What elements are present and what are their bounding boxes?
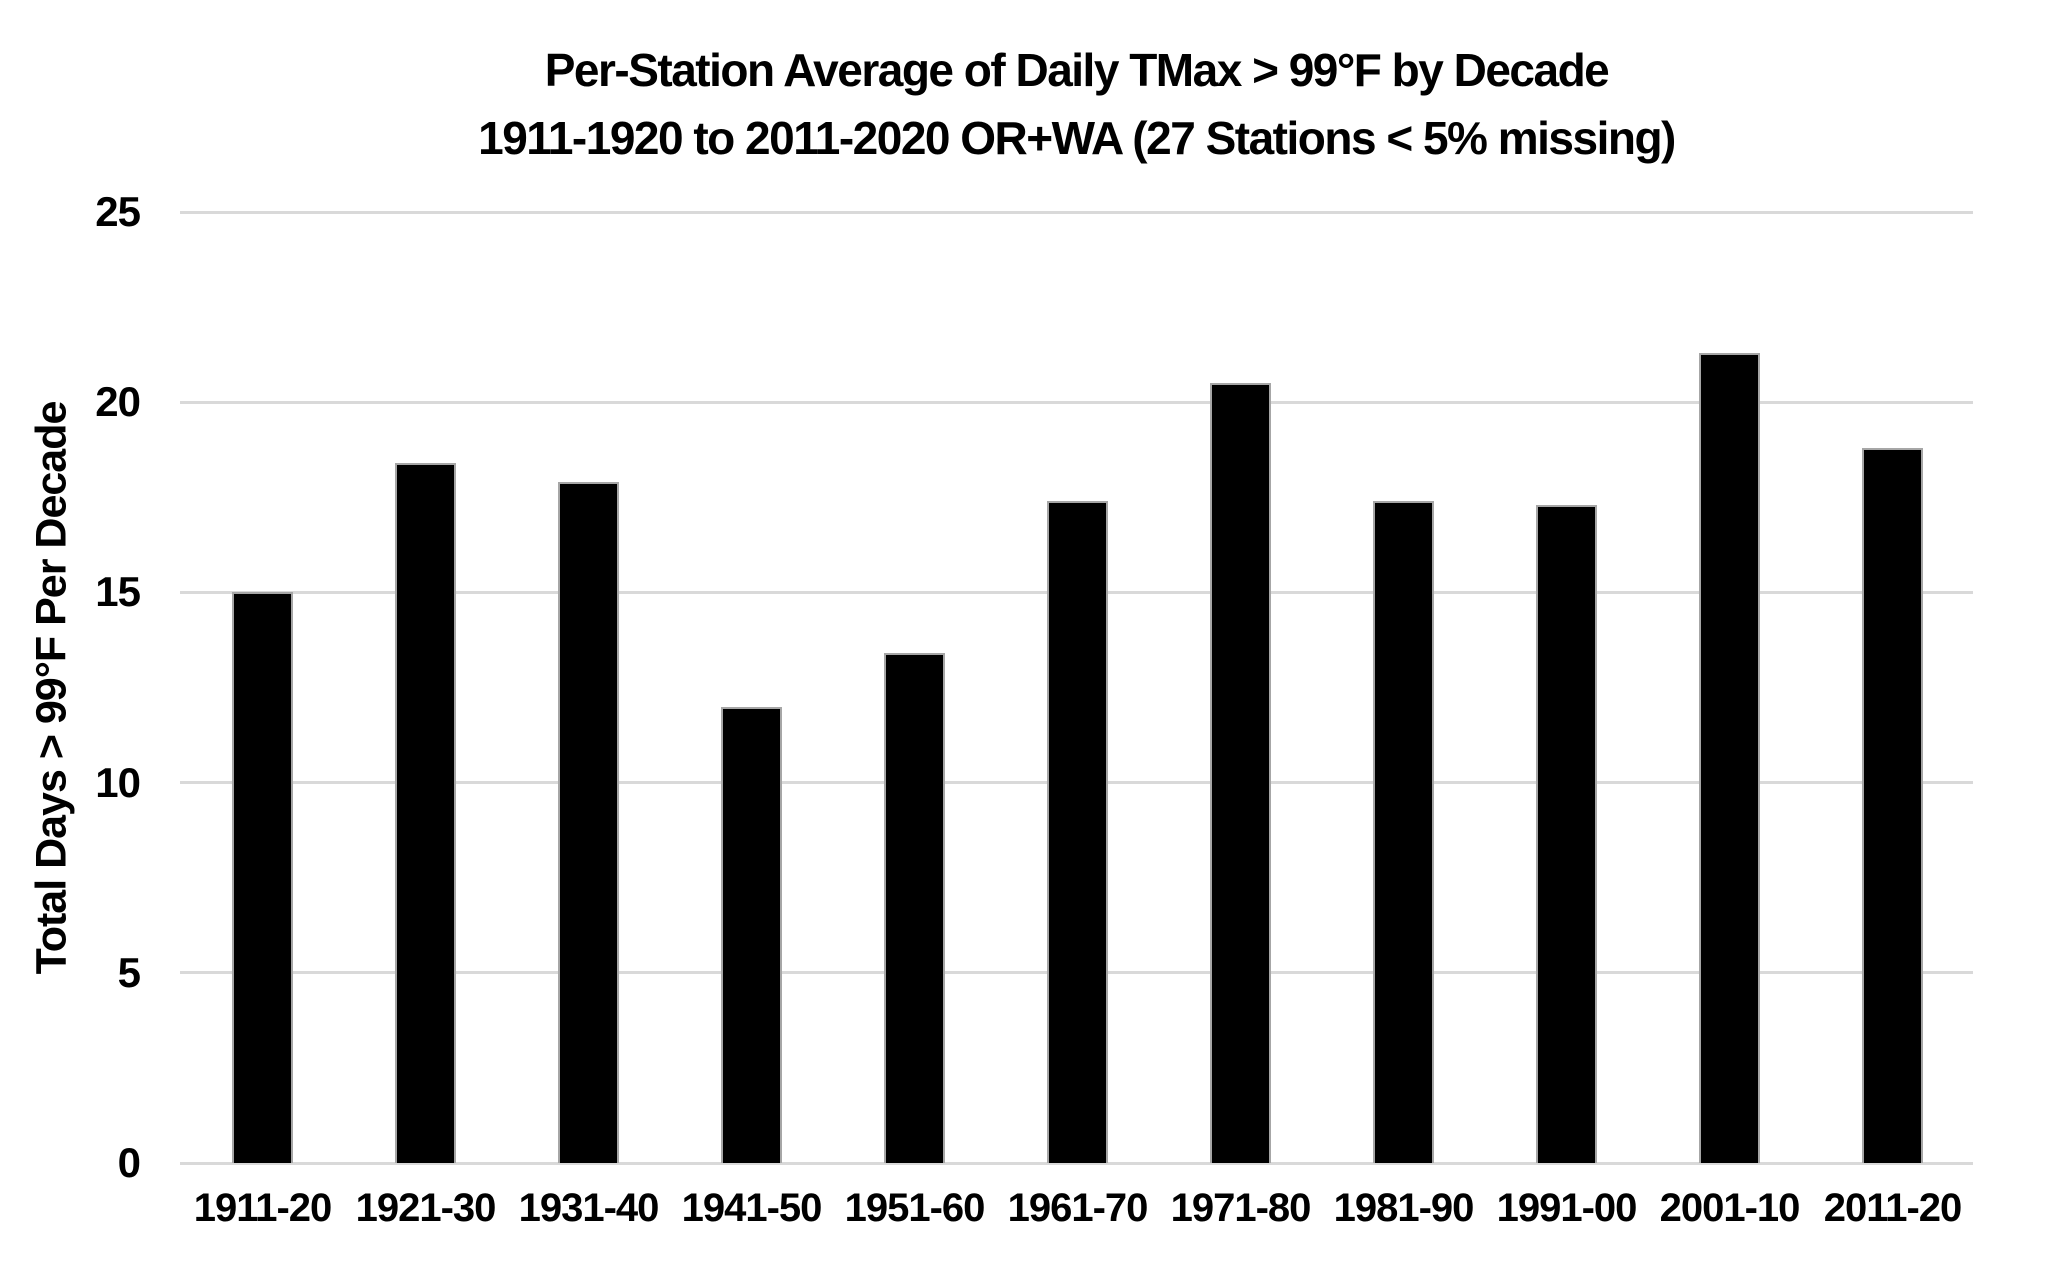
bar-2011-20 [1862,448,1923,1163]
bar-1951-60 [884,653,945,1163]
y-tick-label-0: 0 [117,1139,141,1186]
x-tick-label-1991-00: 1991-00 [1496,1186,1638,1230]
x-tick-label-1971-80: 1971-80 [1170,1186,1312,1230]
plot-area [180,210,1973,1165]
y-tick-label-20: 20 [95,378,141,426]
x-tick-label-1981-90: 1981-90 [1333,1186,1475,1230]
y-tick-label-10: 10 [95,758,141,806]
y-axis-title: Total Days > 99°F Per Decade [27,401,76,975]
gridline-0 [180,1161,1973,1165]
bar-2001-10 [1699,353,1760,1163]
x-tick-label-1921-30: 1921-30 [355,1186,497,1230]
y-tick-label-25: 25 [95,188,141,235]
x-tick-label-1941-50: 1941-50 [681,1186,823,1230]
x-tick-label-1911-20: 1911-20 [193,1186,333,1230]
y-tick-label-15: 15 [95,568,141,616]
bar-1961-70 [1047,501,1108,1163]
x-tick-label-1931-40: 1931-40 [518,1186,660,1230]
bar-1981-90 [1373,501,1434,1163]
bar-1931-40 [558,482,619,1163]
gridline-25 [180,210,1973,214]
bar-1911-20 [232,592,293,1163]
x-tick-label-2001-10: 2001-10 [1659,1186,1801,1230]
bar-1971-80 [1210,383,1271,1163]
x-tick-label-1961-70: 1961-70 [1007,1186,1149,1230]
bar-1991-00 [1536,505,1597,1163]
chart-title: Per-Station Average of Daily TMax > 99°F… [180,36,1973,172]
y-tick-label-5: 5 [117,948,141,996]
gridline-20 [180,400,1973,404]
bar-1941-50 [721,707,782,1163]
bar-1921-30 [395,463,456,1163]
x-tick-label-1951-60: 1951-60 [844,1186,986,1230]
x-tick-label-2011-20: 2011-20 [1823,1186,1963,1230]
chart-title-line-2: 1911-1920 to 2011-2020 OR+WA (27 Station… [478,112,1676,164]
chart-title-line-1: Per-Station Average of Daily TMax > 99°F… [544,44,1610,96]
